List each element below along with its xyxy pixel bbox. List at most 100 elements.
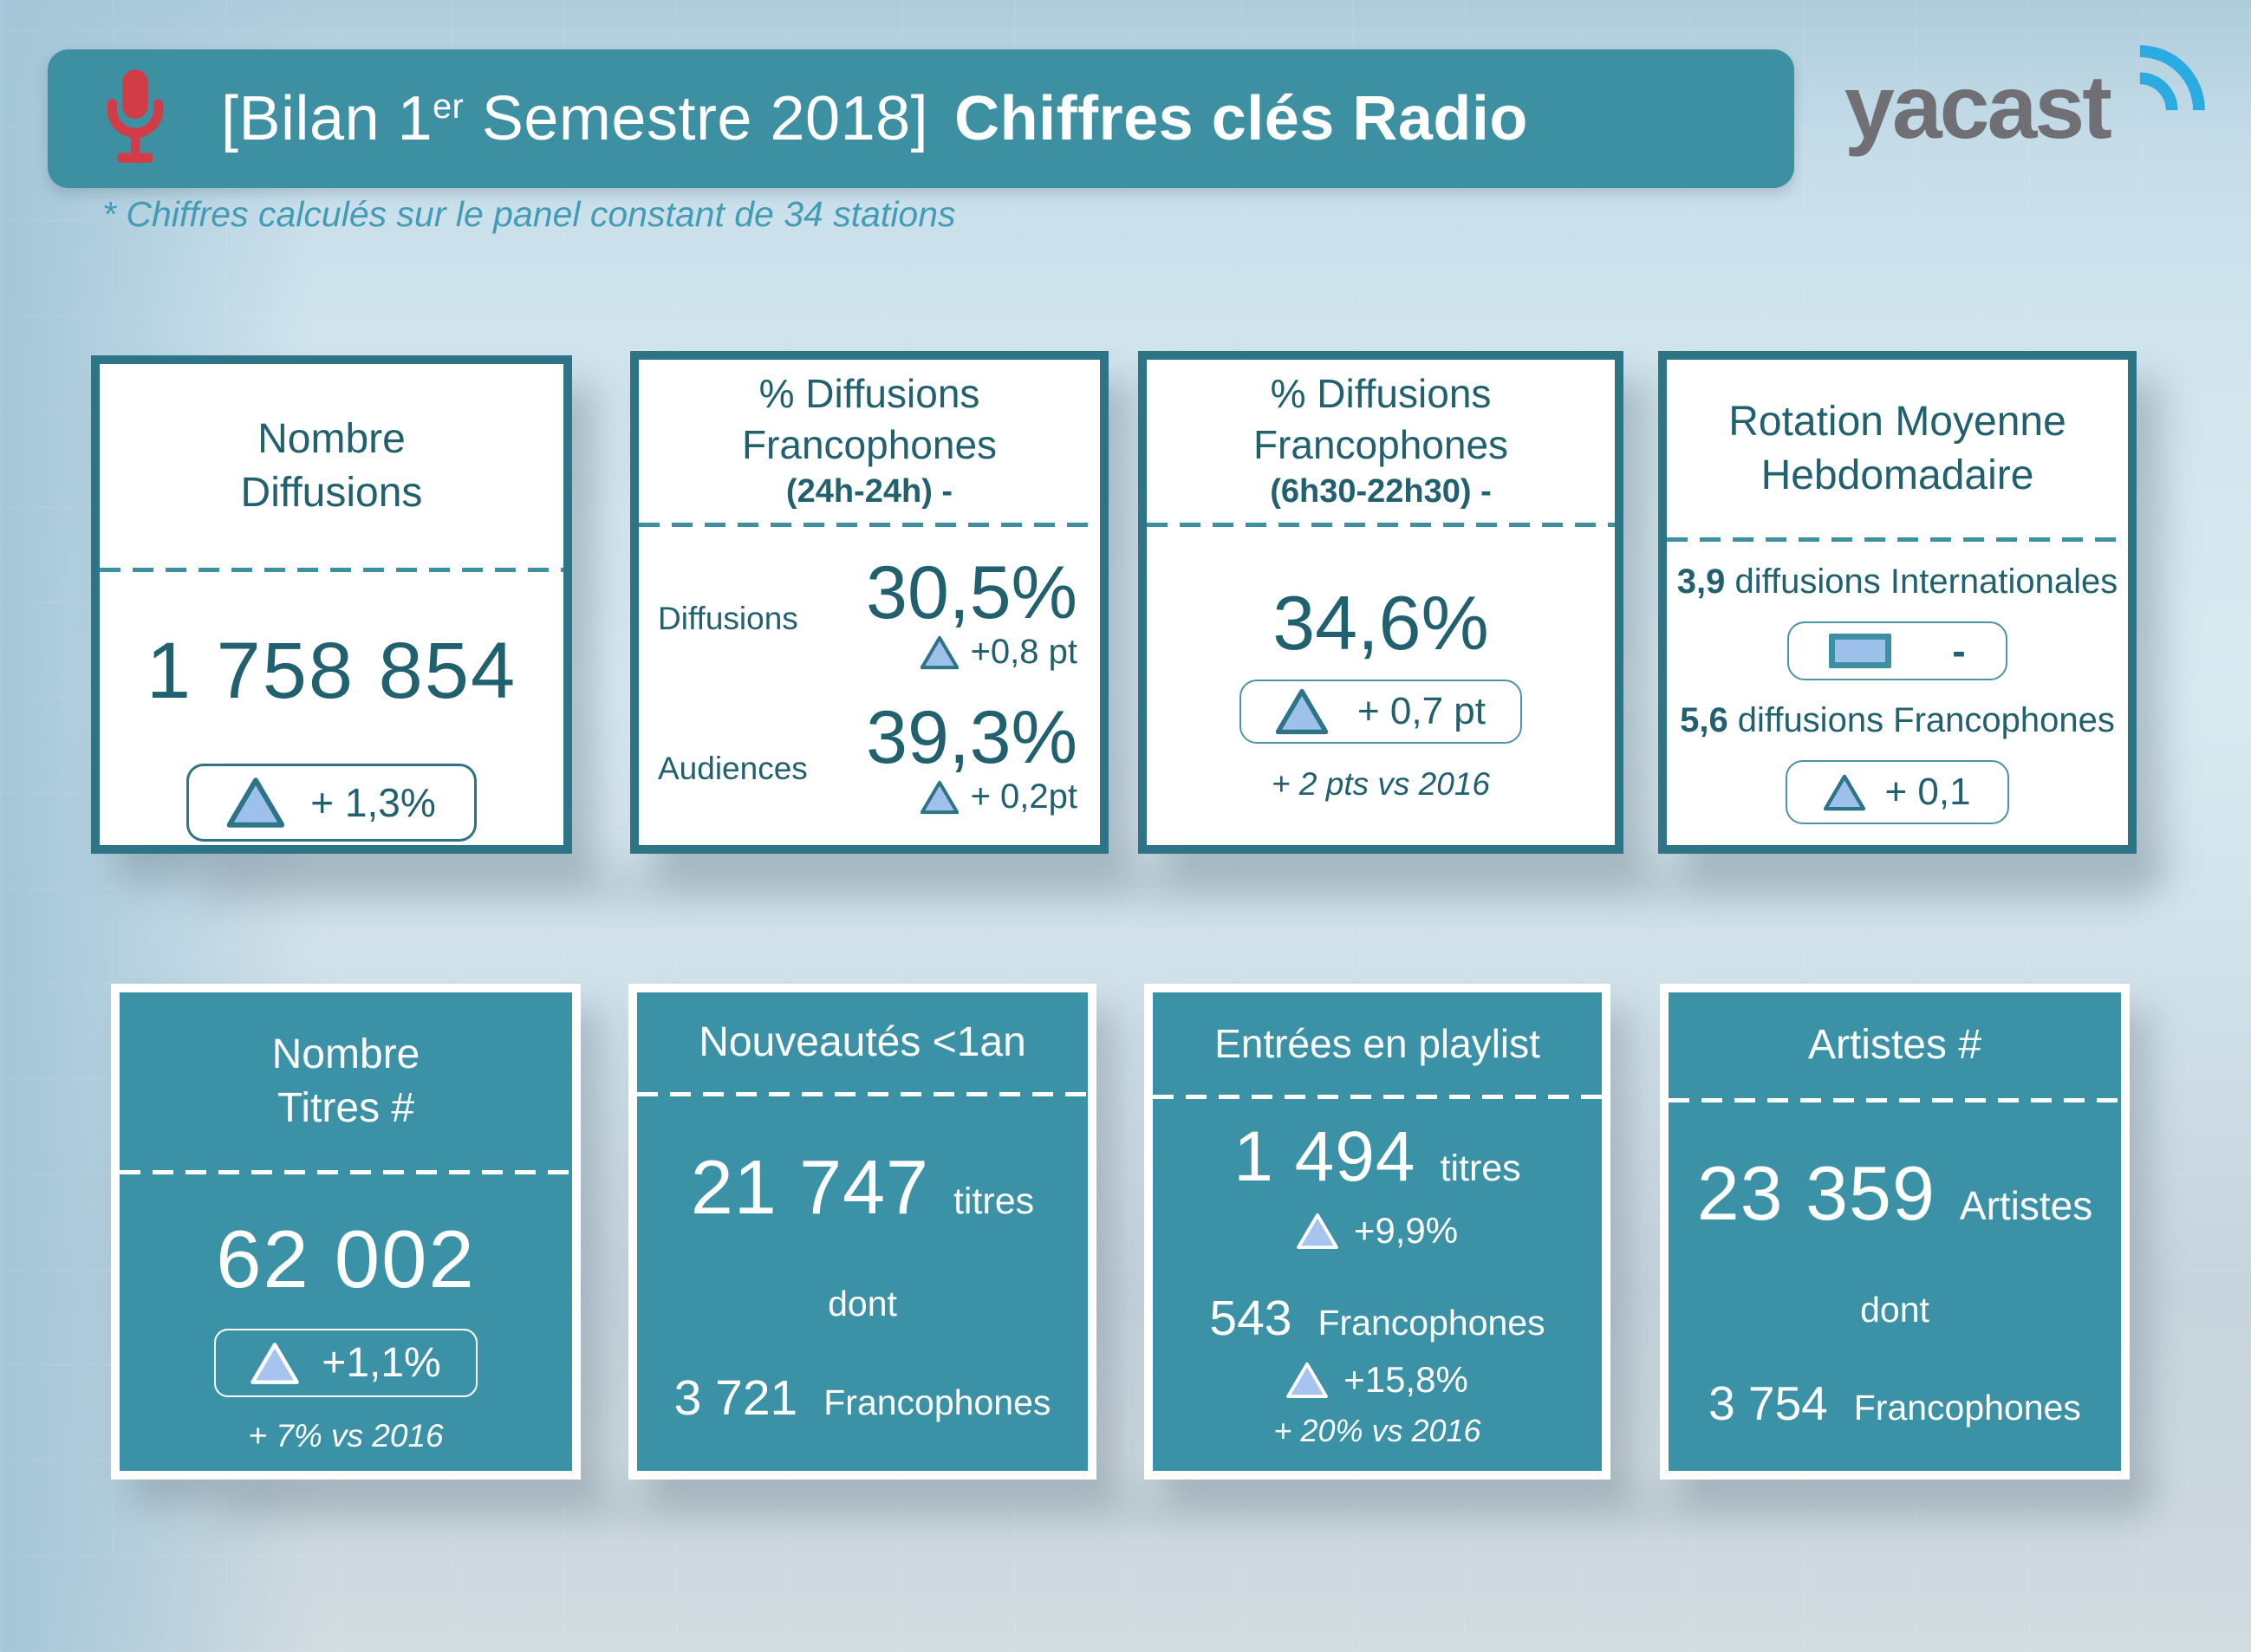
card-nombre-diffusions: Nombre Diffusions 1 758 854 + 1,3%: [91, 355, 572, 854]
card-rotation-moyenne: Rotation Moyenne Hebdomadaire 3,9 diffus…: [1658, 351, 2137, 854]
delta-value: + 0,2pt: [970, 777, 1077, 816]
pct-audiences-delta: + 0,2pt: [866, 777, 1077, 816]
title-timerange: (6h30-22h30) -: [1270, 473, 1492, 511]
microphone-icon: [107, 69, 164, 163]
title-line: Nouveautés <1an: [699, 1018, 1026, 1065]
intl-rotation-delta-badge: -: [1787, 621, 2007, 681]
title-bold: Chiffres clés Radio: [954, 84, 1528, 153]
no-change-icon: [1829, 634, 1892, 669]
card-nouveautes-body: 21 747 titres dont 3 721 Francophones: [637, 1096, 1088, 1471]
delta-value: + 0,1: [1884, 771, 1971, 814]
up-triangle-icon: [920, 635, 959, 669]
pct-diffusions-value: 30,5%: [866, 550, 1077, 634]
delta-value: +1,1%: [322, 1340, 441, 1386]
header-bar: [Bilan 1er Semestre 2018] Chiffres clés R…: [48, 49, 1794, 188]
dont-label: dont: [828, 1284, 897, 1324]
up-triangle-icon: [1275, 688, 1328, 735]
pct-daytime-value: 34,6%: [1272, 580, 1489, 666]
row-label: Diffusions: [658, 600, 798, 636]
card-pct-francophones-daytime: % Diffusions Francophones (6h30-22h30) -…: [1138, 351, 1623, 854]
row-audiences: Audiences 39,3% + 0,2pt: [639, 695, 1100, 817]
yacast-logo-text: yacast: [1844, 57, 2112, 158]
title-superscript: er: [433, 88, 465, 126]
artistes-francophones-row: 3 754 Francophones: [1708, 1376, 2081, 1431]
playlist-francophones-delta: +15,8%: [1286, 1359, 1468, 1401]
nouveautes-value: 21 747: [690, 1144, 929, 1230]
yacast-logo: yacast: [1844, 45, 2217, 175]
row-value-block: 30,5% +0,8 pt: [866, 550, 1077, 673]
divider: [120, 1170, 572, 1174]
fr-rotation-delta-badge: + 0,1: [1786, 760, 2009, 825]
vs-2016-note: + 2 pts vs 2016: [1272, 766, 1490, 802]
francophones-value: 543: [1209, 1291, 1292, 1346]
vs-2016-note: + 20% vs 2016: [1273, 1413, 1481, 1448]
nouveautes-unit: titres: [953, 1180, 1035, 1222]
diffusions-total-value: 1 758 854: [146, 627, 517, 715]
card-nombre-diffusions-title: Nombre Diffusions: [100, 364, 563, 568]
title-prefix: [Bilan 1: [221, 84, 433, 153]
delta-value: +0,8 pt: [970, 633, 1077, 672]
diffusions-delta-badge: + 1,3%: [186, 764, 477, 842]
up-triangle-icon: [1824, 774, 1866, 811]
card-titres-title: Nombre Titres #: [120, 992, 572, 1170]
broadcast-waves-icon: [2139, 45, 2205, 111]
artistes-value-row: 23 359 Artistes: [1697, 1149, 2093, 1238]
dont-label: dont: [1860, 1290, 1929, 1330]
playlist-francophones-row: 543 Francophones: [1209, 1290, 1545, 1347]
delta-value: +9,9%: [1353, 1210, 1459, 1251]
francophones-unit: Francophones: [1317, 1303, 1545, 1343]
footnote: * Chiffres calculés sur le panel constan…: [102, 194, 956, 234]
title-line: Titres #: [276, 1084, 415, 1131]
page-title: [Bilan 1er Semestre 2018] Chiffres clés R…: [221, 83, 1528, 154]
divider: [100, 568, 563, 572]
intl-rotation-value: 3,9: [1676, 562, 1726, 601]
title-line: Nombre: [257, 416, 406, 463]
fr-rotation-value: 5,6: [1680, 700, 1728, 739]
up-triangle-icon: [1296, 1213, 1338, 1249]
pct-daytime-delta-badge: + 0,7 pt: [1239, 680, 1522, 744]
title-line: Hebdomadaire: [1760, 452, 2034, 498]
row-label: Audiences: [658, 750, 808, 786]
divider: [1147, 523, 1615, 527]
fr-rotation-label: diffusions Francophones: [1727, 700, 2115, 739]
pct-audiences-value: 39,3%: [866, 695, 1077, 779]
delta-value: + 0,7 pt: [1356, 690, 1486, 732]
title-mid: Semestre 2018]: [464, 84, 929, 153]
playlist-value-row: 1 494 titres: [1233, 1116, 1520, 1198]
fr-rotation-line: 5,6 diffusions Francophones: [1680, 701, 2115, 740]
artistes-value: 23 359: [1696, 1150, 1935, 1236]
title-line: Francophones: [1252, 422, 1509, 468]
card-playlist-body: 1 494 titres +9,9% 543 Francophones +15,…: [1153, 1099, 1602, 1471]
title-line: Nombre: [271, 1031, 420, 1078]
card-playlist-title: Entrées en playlist: [1153, 992, 1602, 1095]
title-line: Entrées en playlist: [1214, 1020, 1540, 1066]
card-pct-24h-body: Diffusions 30,5% +0,8 pt Audiences 39,3%…: [639, 527, 1100, 845]
title-line: Diffusions: [240, 469, 423, 516]
divider: [1669, 1098, 2121, 1102]
card-pct-francophones-24h: % Diffusions Francophones (24h-24h) - Di…: [630, 351, 1109, 854]
title-line: Rotation Moyenne: [1728, 399, 2066, 446]
card-artistes-body: 23 359 Artistes dont 3 754 Francophones: [1669, 1102, 2121, 1471]
francophones-unit: Francophones: [1853, 1388, 2081, 1428]
floor-shadow-bottom-row: [217, 1487, 2158, 1525]
playlist-value: 1 494: [1233, 1117, 1416, 1196]
divider: [637, 1092, 1088, 1096]
title-line: Francophones: [741, 422, 998, 468]
titres-total-value: 62 002: [216, 1213, 476, 1304]
divider: [1667, 537, 2128, 542]
titres-delta-badge: +1,1%: [214, 1329, 478, 1397]
up-triangle-icon: [250, 1342, 300, 1384]
diffusions-delta-value: + 1,3%: [310, 780, 436, 825]
vs-2016-note: + 7% vs 2016: [248, 1418, 444, 1454]
playlist-unit: titres: [1440, 1148, 1521, 1189]
francophones-value: 3 721: [673, 1370, 798, 1426]
up-triangle-icon: [920, 780, 959, 815]
card-nouveautes-title: Nouveautés <1an: [637, 992, 1088, 1092]
title-line: % Diffusions: [1270, 371, 1492, 417]
floor-shadow-top-row: [198, 862, 2169, 907]
intl-rotation-line: 3,9 diffusions Internationales: [1677, 563, 2118, 602]
no-change-sign: -: [1952, 628, 1966, 673]
delta-value: +15,8%: [1343, 1359, 1468, 1400]
divider: [639, 523, 1100, 527]
